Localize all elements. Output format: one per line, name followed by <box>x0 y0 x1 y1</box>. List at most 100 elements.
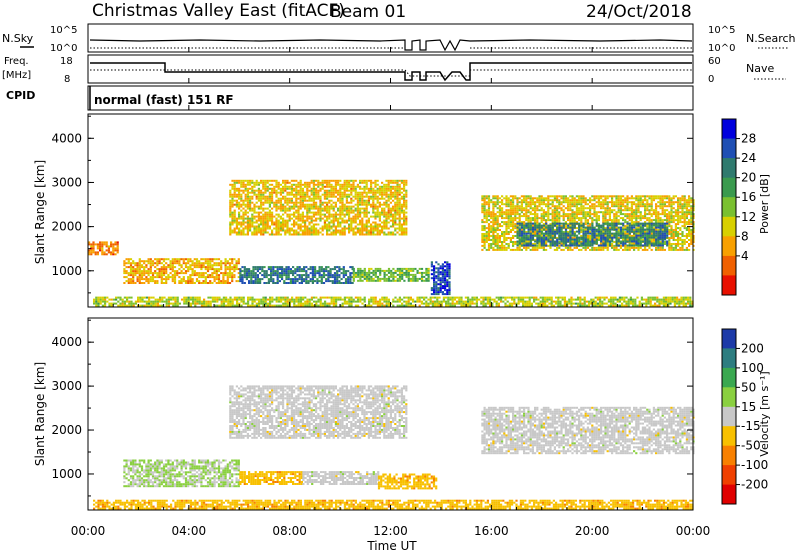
power-cell <box>398 277 402 280</box>
power-cell <box>661 246 664 249</box>
power-cell <box>540 209 543 212</box>
power-cell <box>492 246 495 249</box>
power-cell <box>396 179 399 182</box>
power-cell <box>427 271 430 274</box>
power-cell <box>325 274 328 277</box>
power-cell <box>501 203 504 206</box>
power-cell <box>514 225 517 228</box>
power-cell <box>173 262 177 265</box>
power-cell <box>403 267 406 270</box>
power-cell <box>231 260 234 263</box>
power-cell <box>189 260 192 263</box>
power-cell <box>392 217 395 220</box>
power-cell <box>569 229 572 231</box>
power-cell <box>365 195 368 198</box>
power-cell <box>314 274 317 277</box>
power-cell <box>633 217 636 220</box>
power-cell <box>448 285 451 288</box>
power-cell <box>518 215 521 218</box>
power-cell <box>282 219 285 222</box>
power-cell <box>485 213 488 216</box>
power-cell <box>279 189 282 192</box>
power-cell <box>273 189 276 192</box>
power-cell <box>523 199 526 202</box>
power-cell <box>444 287 447 290</box>
power-cell <box>538 209 541 212</box>
power-cell <box>514 241 517 243</box>
power-cell <box>356 227 359 230</box>
power-cell <box>125 258 128 261</box>
power-cell <box>323 191 326 194</box>
power-cell <box>334 227 337 230</box>
power-cell <box>547 201 550 204</box>
power-cell <box>359 211 362 214</box>
power-cell <box>365 193 368 196</box>
power-cell <box>385 269 388 272</box>
power-cell <box>396 201 399 204</box>
power-cell <box>396 205 399 208</box>
power-cell <box>229 233 232 236</box>
power-cell <box>578 243 581 245</box>
power-cell <box>297 215 300 218</box>
power-cell <box>325 268 328 271</box>
power-cell <box>681 205 684 208</box>
power-cell <box>690 209 693 212</box>
power-cell <box>315 217 318 220</box>
power-cell <box>586 215 589 218</box>
power-cell <box>652 209 655 212</box>
power-cell <box>235 225 238 228</box>
power-cell <box>284 189 287 192</box>
power-cell <box>238 229 241 232</box>
power-cell <box>252 282 255 284</box>
power-cell <box>512 207 515 210</box>
power-cell <box>562 217 565 220</box>
power-cell <box>356 203 359 206</box>
power-cell <box>446 289 449 292</box>
power-cell <box>516 205 519 208</box>
power-cell <box>257 227 260 230</box>
power-cell <box>246 211 249 214</box>
power-cell <box>400 187 403 190</box>
power-cell <box>425 267 428 270</box>
power-cell <box>487 235 491 237</box>
power-cell <box>617 203 620 206</box>
power-cell <box>138 276 141 279</box>
power-cell <box>661 205 664 208</box>
power-cell <box>389 213 392 216</box>
power-cell <box>668 219 671 222</box>
power-cell <box>688 221 691 224</box>
power-cell <box>668 203 671 206</box>
power-cell <box>536 205 539 208</box>
power-cell <box>580 197 583 200</box>
power-cell <box>677 203 680 206</box>
power-cell <box>217 258 221 261</box>
power-cell <box>677 207 680 210</box>
power-cell <box>368 277 371 280</box>
power-cell <box>226 280 229 283</box>
power-cell <box>262 219 265 222</box>
power-cell <box>281 276 284 279</box>
power-cell <box>492 213 495 216</box>
power-cell <box>562 244 565 247</box>
power-cell <box>359 181 362 184</box>
power-cell <box>668 244 671 247</box>
power-cell <box>617 207 620 210</box>
power-cell <box>323 179 326 182</box>
power-cell <box>523 224 526 227</box>
power-cell <box>246 179 249 182</box>
power-cell <box>681 235 684 237</box>
power-cell <box>394 189 397 192</box>
power-cell <box>315 189 318 192</box>
power-cell <box>569 205 572 208</box>
power-cell <box>334 211 337 214</box>
power-cell <box>490 231 493 233</box>
power-cell <box>392 233 395 236</box>
power-cell <box>268 179 271 182</box>
power-cell <box>394 229 397 232</box>
power-cell <box>591 221 594 224</box>
power-cell <box>525 244 528 247</box>
power-cell <box>262 201 265 204</box>
power-cell <box>275 209 278 212</box>
power-cell <box>441 269 444 272</box>
power-cell <box>383 203 386 206</box>
